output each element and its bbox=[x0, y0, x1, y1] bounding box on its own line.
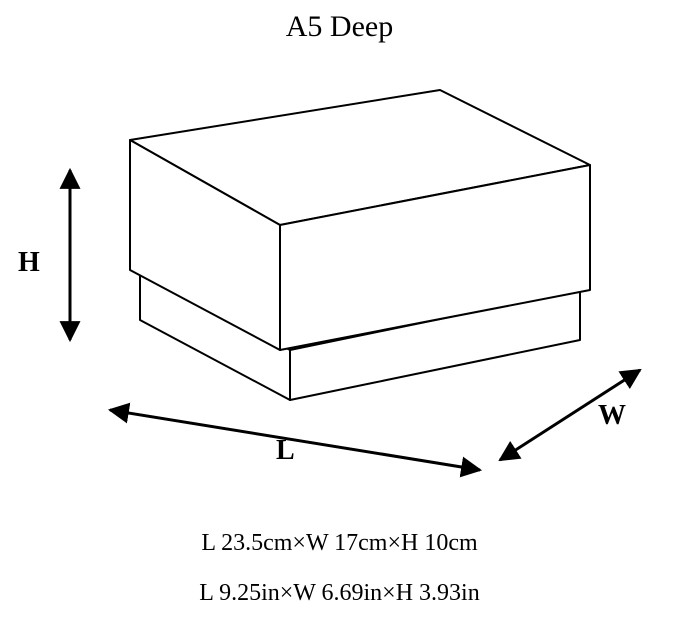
length-label: L bbox=[276, 435, 295, 467]
height-label: H bbox=[18, 247, 40, 279]
dimensions-cm: L 23.5cm×W 17cm×H 10cm bbox=[0, 530, 679, 557]
width-label: W bbox=[598, 400, 626, 432]
dimensions-in: L 9.25in×W 6.69in×H 3.93in bbox=[0, 580, 679, 607]
